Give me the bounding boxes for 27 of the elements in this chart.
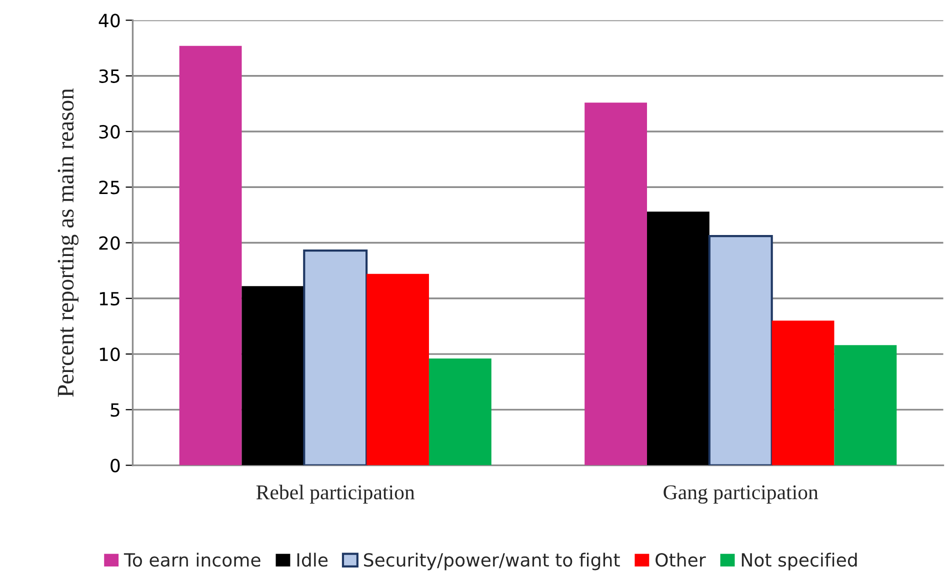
legend-label: Not specified	[742, 552, 857, 570]
legend-label: Security/power/want to fight	[364, 552, 620, 570]
y-axis-title: Percent reporting as main reason	[58, 88, 78, 397]
bar	[708, 235, 773, 466]
y-tick-label: 15	[100, 292, 120, 306]
y-tick-label: 20	[99, 236, 120, 250]
y-tick-label: 25	[99, 180, 120, 194]
legend-label: Idle	[297, 552, 328, 567]
bar	[242, 286, 304, 466]
x-tick-label: Rebel participation	[256, 484, 415, 504]
y-tick-label: 30	[99, 124, 120, 139]
bar	[584, 102, 648, 466]
legend-label: Other	[656, 552, 706, 567]
y-tick-label: 40	[98, 14, 120, 28]
y-tick-label: 5	[110, 403, 120, 417]
bar	[303, 250, 368, 466]
y-tick-label: 0	[110, 458, 120, 472]
x-tick-label: Gang participation	[664, 485, 818, 504]
bar	[772, 320, 834, 466]
bar	[834, 345, 897, 466]
bar	[428, 358, 492, 466]
y-tick-label: 35	[99, 69, 120, 83]
bar	[179, 46, 242, 466]
bar	[366, 274, 429, 466]
legend-label: To earn income	[124, 552, 260, 567]
bar	[647, 212, 710, 466]
y-tick-label: 10	[100, 347, 120, 362]
